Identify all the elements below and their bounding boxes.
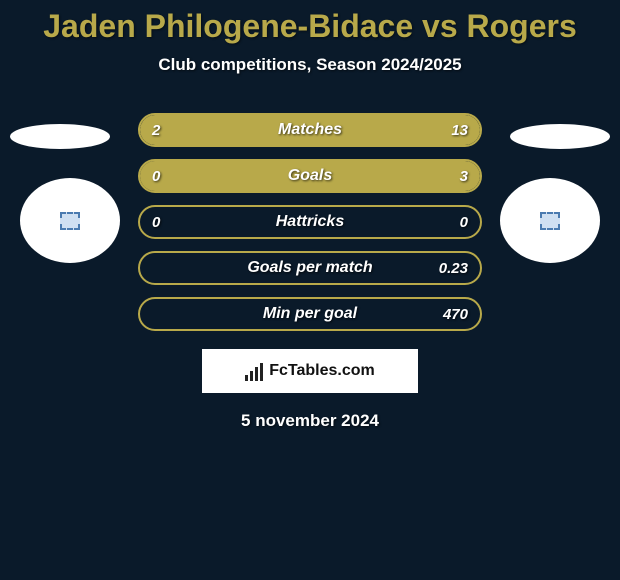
stat-value-right: 0	[460, 207, 468, 237]
stat-row-hattricks: 0 Hattricks 0	[138, 205, 482, 239]
subtitle: Club competitions, Season 2024/2025	[0, 55, 620, 75]
bars-icon	[245, 361, 263, 381]
stat-value-right: 0.23	[439, 253, 468, 283]
stat-value-right: 13	[451, 115, 468, 145]
attribution-text: FcTables.com	[269, 362, 375, 380]
stat-row-goals: 0 Goals 3	[138, 159, 482, 193]
page-title: Jaden Philogene-Bidace vs Rogers	[0, 0, 620, 45]
stat-row-goals-per-match: Goals per match 0.23	[138, 251, 482, 285]
stat-label: Matches	[140, 115, 480, 145]
stats-container: 2 Matches 13 0 Goals 3 0 Hattricks 0 Goa…	[0, 113, 620, 331]
stat-label: Min per goal	[140, 299, 480, 329]
stat-value-right: 470	[443, 299, 468, 329]
stat-label: Goals per match	[140, 253, 480, 283]
attribution-badge: FcTables.com	[202, 349, 418, 393]
stat-row-matches: 2 Matches 13	[138, 113, 482, 147]
stat-label: Hattricks	[140, 207, 480, 237]
date-text: 5 november 2024	[0, 411, 620, 431]
stat-value-right: 3	[460, 161, 468, 191]
stat-row-min-per-goal: Min per goal 470	[138, 297, 482, 331]
stat-label: Goals	[140, 161, 480, 191]
